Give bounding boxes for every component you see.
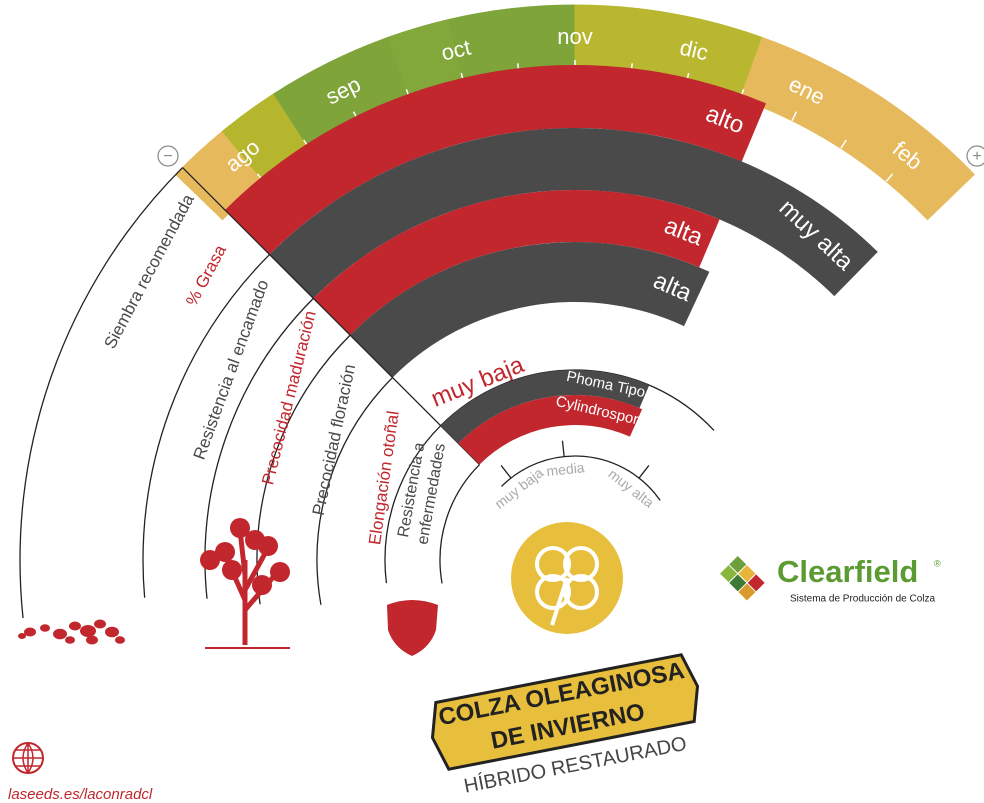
scale-tick: [562, 441, 564, 457]
trait-label: Resistencia al encamado: [190, 277, 273, 462]
seed-icon: [18, 633, 26, 639]
seed-icon: [105, 627, 119, 638]
seed-icon: [53, 629, 67, 640]
seed-icon: [86, 636, 98, 645]
scale-sign: −: [163, 148, 172, 165]
separator-arc: [440, 465, 480, 584]
brand-name: Clearfield: [777, 554, 918, 589]
seed-icon: [40, 624, 50, 632]
seed-icon: [115, 636, 125, 644]
plant-icon: [222, 560, 242, 580]
brand-tagline: Sistema de Producción de Colza: [790, 594, 936, 605]
scale-label: muy baja: [491, 464, 546, 512]
website-link: laseeds.es/laconradcl: [8, 786, 153, 803]
plant-icon: [270, 562, 290, 582]
trait-label: % Grasa: [182, 241, 230, 309]
seed-icon: [65, 636, 75, 644]
scale-sign: +: [972, 148, 981, 165]
plant-icon: [200, 550, 220, 570]
trait-label: Precocidad floración: [309, 362, 360, 517]
brand-mark: ®: [934, 558, 941, 568]
scale-label: media: [546, 459, 586, 479]
seed-icon: [80, 625, 96, 637]
seed-icon: [94, 620, 106, 629]
scale-tick: [639, 465, 649, 478]
seed-icon: [69, 622, 81, 631]
shield-icon: [387, 600, 438, 656]
scale-tick: [501, 465, 511, 478]
plant-icon: [252, 575, 272, 595]
infographic: agosepoctnovdicenefeb−+altomuy altaaltaa…: [0, 0, 984, 803]
trait-label: Precocidad maduración: [258, 309, 320, 487]
plant-icon: [245, 530, 265, 550]
month-label: nov: [557, 24, 592, 49]
trait-label: Siembra recomendada: [100, 191, 198, 352]
